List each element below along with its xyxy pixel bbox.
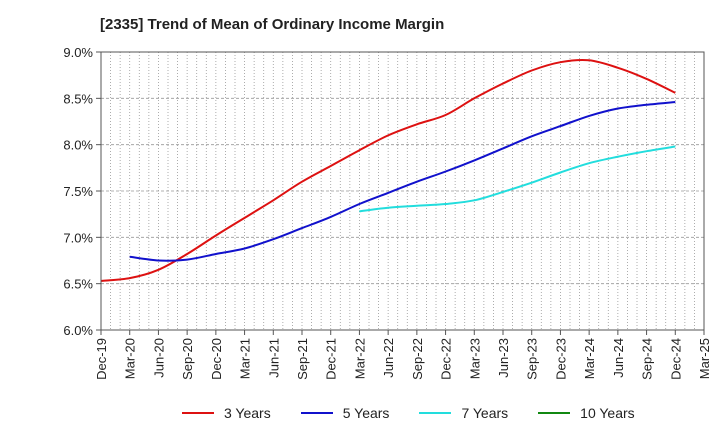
x-tick-label: Dec-23 — [553, 338, 568, 380]
y-tick-label: 6.5% — [63, 277, 93, 292]
x-tick-label: Sep-22 — [410, 338, 425, 380]
series-line-5-years — [129, 101, 676, 262]
x-tick-label: Sep-20 — [180, 338, 195, 380]
x-tick-label: Dec-19 — [94, 338, 109, 380]
line-chart: 6.0% 6.5% 7.0% 7.5% 8.0% 8.5% 9.0% Dec-19 Mar-20… — [63, 45, 712, 380]
y-tick-label: 8.5% — [63, 91, 93, 106]
x-tick-label: Jun-20 — [151, 338, 166, 378]
x-tick-label: Jun-24 — [611, 338, 626, 378]
legend-item-7-years: 7 Years — [419, 405, 508, 421]
x-tick-label: Dec-22 — [439, 338, 454, 380]
legend-label-3-years: 3 Years — [224, 405, 271, 421]
x-tick-label: Sep-21 — [295, 338, 310, 380]
chart-title: [2335] Trend of Mean of Ordinary Income … — [100, 16, 445, 33]
y-tick-label: 9.0% — [63, 45, 93, 60]
series-line-3-years — [100, 58, 676, 282]
y-tick-label: 6.0% — [63, 323, 93, 338]
legend-swatch-7-years — [419, 412, 452, 414]
x-tick-label: Jun-22 — [381, 338, 396, 378]
legend-swatch-10-years — [538, 412, 571, 414]
y-tick-label: 7.0% — [63, 230, 93, 245]
x-tick-label: Dec-21 — [324, 338, 339, 380]
x-tick-label: Jun-23 — [496, 338, 511, 378]
legend-item-5-years: 5 Years — [300, 405, 390, 421]
y-tick-label: 7.5% — [63, 184, 93, 199]
legend-label-5-years: 5 Years — [342, 405, 390, 421]
x-tick-label: Mar-22 — [352, 338, 367, 379]
legend-swatch-5-years — [300, 412, 333, 414]
y-tick-label: 8.0% — [63, 138, 93, 153]
x-tick-label: Mar-20 — [123, 338, 138, 379]
x-tick-label: Dec-20 — [209, 338, 224, 380]
x-tick-label: Mar-21 — [238, 338, 253, 379]
legend-swatch-3-years — [182, 412, 214, 414]
plot-frame — [100, 51, 705, 331]
x-tick-label: Sep-24 — [640, 338, 655, 380]
legend-item-10-years: 10 Years — [538, 405, 635, 421]
legend-label-10-years: 10 Years — [580, 405, 635, 421]
x-tick-label: Mar-25 — [697, 338, 712, 379]
x-tick-label: Dec-24 — [668, 338, 683, 380]
series-line-7-years — [359, 145, 676, 213]
legend-label-7-years: 7 Years — [461, 405, 509, 421]
x-tick-label: Mar-23 — [467, 338, 482, 379]
x-tick-label: Sep-23 — [525, 338, 540, 380]
x-tick-label: Jun-21 — [266, 338, 281, 378]
legend-item-3-years: 3 Years — [182, 405, 271, 421]
x-tick-label: Mar-24 — [582, 338, 597, 379]
chart-legend: 3 Years 5 Years 7 Years 10 Years — [182, 405, 665, 421]
